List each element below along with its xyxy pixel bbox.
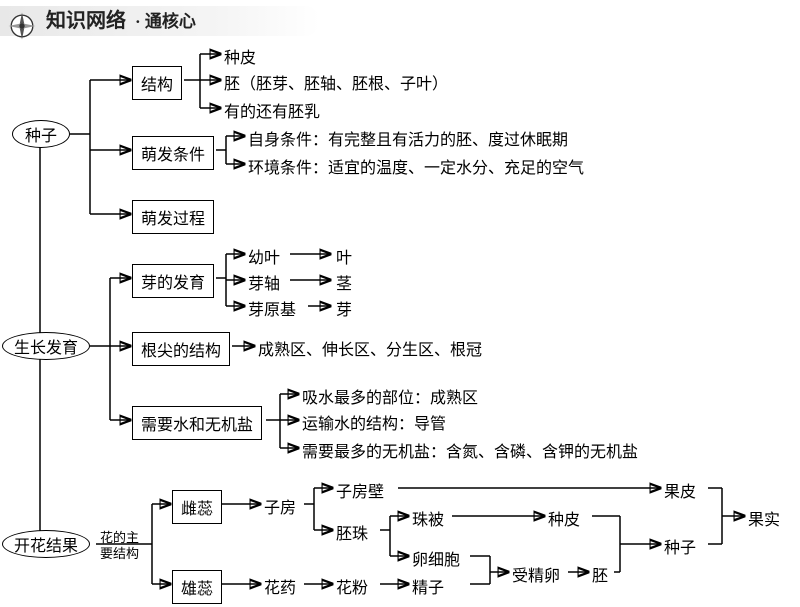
label-endosperm: 有的还有胚乳 [224, 98, 320, 122]
label-seed2: 种子 [664, 534, 696, 558]
label-ye: 叶 [336, 244, 352, 268]
label-jing: 茎 [336, 270, 352, 294]
label-minerals: 需要最多的无机盐：含氮、含磷、含钾的无机盐 [302, 438, 638, 462]
label-env-cond: 环境条件：适宜的温度、一定水分、充足的空气 [248, 154, 584, 178]
label-flower-note1: 花的主 [100, 530, 139, 546]
label-ovary: 子房 [264, 494, 296, 518]
box-root-tip: 根尖的结构 [132, 332, 230, 366]
box-bud: 芽的发育 [132, 264, 214, 298]
label-ovule: 胚珠 [336, 520, 368, 544]
node-growth: 生长发育 [2, 332, 90, 360]
node-seed: 种子 [12, 120, 70, 148]
header-title: 知识网络 · 通核心 [46, 6, 196, 37]
compass-icon [4, 8, 40, 44]
label-flower-note2: 要结构 [100, 546, 139, 562]
label-embryo-parts: 胚（胚芽、胚轴、胚根、子叶） [224, 70, 448, 94]
label-seedcoat2: 种皮 [548, 506, 580, 530]
label-transport: 运输水的结构：导管 [302, 410, 446, 434]
label-zygote: 受精卵 [512, 562, 560, 586]
box-water: 需要水和无机盐 [132, 406, 262, 440]
node-flower: 开花结果 [2, 530, 90, 558]
label-yazhou: 芽轴 [248, 270, 280, 294]
label-integ: 珠被 [412, 506, 444, 530]
label-fruit: 果实 [748, 506, 780, 530]
label-embryo2: 胚 [592, 562, 608, 586]
label-yayuanji: 芽原基 [248, 296, 296, 320]
box-stamen: 雄蕊 [172, 570, 222, 604]
label-pericarp: 果皮 [664, 478, 696, 502]
label-ovary-wall: 子房壁 [336, 478, 384, 502]
label-pollen: 花粉 [336, 574, 368, 598]
box-germ-proc: 萌发过程 [132, 200, 214, 234]
label-sperm: 精子 [412, 574, 444, 598]
box-pistil: 雌蕊 [172, 490, 222, 524]
header-banner: 知识网络 · 通核心 [0, 6, 320, 36]
box-structure: 结构 [132, 66, 182, 100]
label-root-zones: 成熟区、伸长区、分生区、根冠 [258, 336, 482, 360]
label-anther: 花药 [264, 574, 296, 598]
box-germ-cond: 萌发条件 [132, 136, 214, 170]
label-absorb: 吸水最多的部位：成熟区 [302, 384, 478, 408]
label-egg: 卵细胞 [412, 546, 460, 570]
label-self-cond: 自身条件：有完整且有活力的胚、度过休眠期 [248, 126, 568, 150]
label-youye: 幼叶 [248, 244, 280, 268]
label-ya: 芽 [336, 296, 352, 320]
label-seedcoat: 种皮 [224, 44, 256, 68]
